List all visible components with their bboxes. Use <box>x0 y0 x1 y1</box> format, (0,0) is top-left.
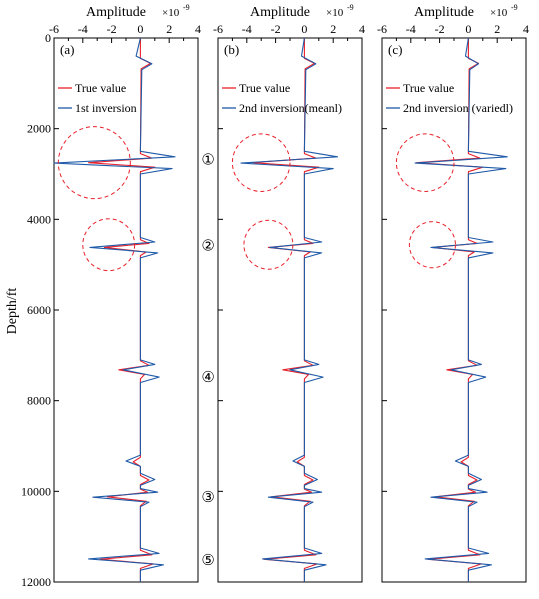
plot-frame <box>381 37 527 583</box>
inversion-line <box>240 37 339 582</box>
y-tick-label: 2000 <box>27 122 51 136</box>
x-tick-label: -6 <box>377 22 387 36</box>
x-tick-label: -2 <box>107 22 117 36</box>
y-tick-label: 10000 <box>21 484 51 498</box>
legend-entry: True value <box>403 81 454 95</box>
legend-entry: 2nd inversion (variedl) <box>403 101 513 115</box>
true-value-line <box>252 38 320 582</box>
inversion-line <box>414 37 508 582</box>
highlight-circle <box>82 218 136 272</box>
panel-label: (c) <box>388 42 402 57</box>
x-tick-label: 4 <box>359 22 365 36</box>
x-tick-label: -4 <box>242 22 252 36</box>
true-value-line <box>88 38 156 582</box>
legend-entry: True value <box>239 81 290 95</box>
x-axis-exponent: ×10 <box>326 7 344 19</box>
panel-c: -6 -4 -2 0 2 4 Amplitude ×10 -9 (c) True value 2nd … <box>377 3 529 583</box>
x-tick-label: 0 <box>465 22 471 36</box>
plot-frame <box>217 37 363 583</box>
highlight-circle <box>408 221 456 269</box>
x-axis-exponent: ×10 <box>162 7 180 19</box>
legend-entry: 1st inversion <box>75 101 137 115</box>
x-tick-label: 2 <box>494 22 500 36</box>
y-tick-label: 4000 <box>27 212 51 226</box>
highlight-circle <box>231 133 291 192</box>
x-tick-label: 4 <box>523 22 529 36</box>
x-axis-exponent: ×10 <box>490 7 508 19</box>
panel-a: -6 -4 -2 0 2 4 0 2000 4000 6000 8000 10000 12000 Ampl… <box>21 3 215 589</box>
x-axis-label: Amplitude <box>86 5 146 20</box>
event-marker: ④ <box>201 370 214 386</box>
x-tick-label: 2 <box>330 22 336 36</box>
highlight-circle <box>57 126 131 200</box>
x-tick-label: 0 <box>137 22 143 36</box>
y-axis-label: Depth/ft <box>5 288 20 335</box>
x-tick-label: -2 <box>435 22 445 36</box>
inversion-line <box>53 37 176 582</box>
event-marker: ⑤ <box>201 553 214 569</box>
highlight-circle <box>395 133 455 192</box>
x-tick-label: -2 <box>271 22 281 36</box>
x-axis-label: Amplitude <box>250 5 310 20</box>
x-tick-label: 2 <box>166 22 172 36</box>
event-marker: ③ <box>201 490 214 506</box>
x-tick-label: -6 <box>49 22 59 36</box>
panel-label: (b) <box>224 42 239 57</box>
y-tick-label: 0 <box>45 31 51 45</box>
highlight-circle <box>243 219 294 270</box>
y-tick-label: 6000 <box>27 303 51 317</box>
x-axis-label: Amplitude <box>414 5 474 20</box>
event-marker: ② <box>201 239 214 255</box>
x-tick-label: -6 <box>213 22 223 36</box>
x-axis-exponent-power: -9 <box>183 3 190 12</box>
panel-label: (a) <box>60 42 74 57</box>
event-marker: ① <box>201 152 214 168</box>
x-tick-label: -4 <box>78 22 88 36</box>
x-axis-exponent-power: -9 <box>347 3 354 12</box>
y-tick-label: 12000 <box>21 575 51 589</box>
true-value-line <box>416 38 484 582</box>
x-axis-exponent-power: -9 <box>511 3 518 12</box>
panel-b: -6 -4 -2 0 2 4 Amplitude ×10 -9 (b) True value 2nd … <box>213 3 365 583</box>
legend-entry: 2nd inversion(meanl) <box>239 101 342 115</box>
x-tick-label: 0 <box>301 22 307 36</box>
legend-entry: True value <box>75 81 126 95</box>
x-tick-label: -4 <box>406 22 416 36</box>
y-tick-label: 8000 <box>27 394 51 408</box>
x-tick-label: 4 <box>195 22 201 36</box>
